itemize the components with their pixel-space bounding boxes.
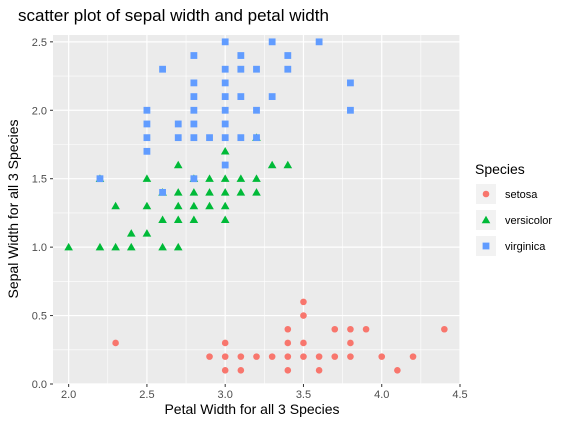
point-setosa bbox=[253, 353, 260, 360]
point-setosa bbox=[347, 326, 354, 333]
plot-panel bbox=[53, 35, 460, 384]
x-axis-ticks: 2.0 2.5 3.0 3.5 4.0 4.5 bbox=[61, 384, 468, 401]
y-tick-label: 0.5 bbox=[32, 311, 47, 323]
legend-label-virginica: virginica bbox=[505, 241, 546, 253]
point-virginica bbox=[269, 38, 276, 45]
point-setosa bbox=[269, 353, 276, 360]
point-virginica bbox=[222, 162, 229, 169]
point-virginica bbox=[175, 134, 182, 141]
point-virginica bbox=[347, 80, 354, 87]
point-virginica bbox=[316, 38, 323, 45]
point-virginica bbox=[190, 52, 197, 59]
point-setosa bbox=[222, 340, 229, 347]
y-axis-title: Sepal Width for all 3 Species bbox=[5, 120, 21, 299]
point-virginica bbox=[159, 66, 166, 73]
point-setosa bbox=[285, 367, 292, 374]
point-virginica bbox=[159, 189, 166, 196]
point-virginica bbox=[284, 52, 291, 59]
chart-title: scatter plot of sepal width and petal wi… bbox=[18, 6, 329, 25]
point-setosa bbox=[222, 353, 229, 360]
point-virginica bbox=[144, 148, 151, 155]
point-virginica bbox=[253, 66, 260, 73]
point-setosa bbox=[410, 353, 417, 360]
point-setosa bbox=[300, 340, 307, 347]
x-tick-label: 2.5 bbox=[139, 389, 154, 401]
point-virginica bbox=[144, 107, 151, 114]
y-axis-ticks: 0.0 0.5 1.0 1.5 2.0 2.5 bbox=[32, 37, 53, 391]
point-setosa bbox=[206, 353, 213, 360]
point-virginica bbox=[253, 134, 260, 141]
legend-marker-virginica bbox=[483, 243, 490, 250]
point-setosa bbox=[347, 340, 354, 347]
point-virginica bbox=[175, 121, 182, 128]
point-virginica bbox=[190, 93, 197, 100]
legend-items: setosa versicolor virginica bbox=[476, 184, 552, 256]
legend-label-setosa: setosa bbox=[505, 189, 538, 201]
point-setosa bbox=[222, 367, 229, 374]
point-virginica bbox=[190, 134, 197, 141]
y-tick-label: 1.5 bbox=[32, 174, 47, 186]
point-virginica bbox=[253, 107, 260, 114]
point-setosa bbox=[285, 353, 292, 360]
legend-title: Species bbox=[475, 161, 525, 177]
point-setosa bbox=[331, 326, 338, 333]
point-setosa bbox=[331, 353, 338, 360]
point-virginica bbox=[237, 134, 244, 141]
point-virginica bbox=[222, 38, 229, 45]
point-setosa bbox=[378, 353, 385, 360]
point-virginica bbox=[222, 134, 229, 141]
y-tick-label: 1.0 bbox=[32, 242, 47, 254]
point-virginica bbox=[97, 175, 104, 182]
point-setosa bbox=[347, 353, 354, 360]
legend: Species setosa versicolor virginica bbox=[475, 161, 552, 256]
point-virginica bbox=[222, 93, 229, 100]
point-virginica bbox=[222, 121, 229, 128]
x-tick-label: 4.0 bbox=[374, 389, 389, 401]
point-setosa bbox=[316, 367, 323, 374]
point-setosa bbox=[394, 367, 401, 374]
point-setosa bbox=[238, 353, 245, 360]
point-virginica bbox=[190, 80, 197, 87]
point-virginica bbox=[269, 93, 276, 100]
point-virginica bbox=[222, 80, 229, 87]
x-tick-label: 2.0 bbox=[61, 389, 76, 401]
point-virginica bbox=[206, 134, 213, 141]
point-virginica bbox=[237, 66, 244, 73]
legend-marker-setosa bbox=[483, 191, 490, 198]
point-setosa bbox=[112, 340, 119, 347]
point-virginica bbox=[347, 107, 354, 114]
y-tick-label: 0.0 bbox=[32, 379, 47, 391]
point-virginica bbox=[237, 52, 244, 59]
point-virginica bbox=[190, 121, 197, 128]
point-setosa bbox=[316, 353, 323, 360]
y-tick-label: 2.0 bbox=[32, 105, 47, 117]
point-virginica bbox=[190, 175, 197, 182]
x-tick-label: 3.0 bbox=[218, 389, 233, 401]
point-setosa bbox=[285, 326, 292, 333]
point-setosa bbox=[363, 326, 370, 333]
point-setosa bbox=[285, 340, 292, 347]
point-virginica bbox=[222, 66, 229, 73]
legend-label-versicolor: versicolor bbox=[505, 215, 552, 227]
point-setosa bbox=[300, 299, 307, 306]
point-setosa bbox=[238, 367, 245, 374]
point-setosa bbox=[300, 312, 307, 319]
point-setosa bbox=[441, 326, 448, 333]
point-virginica bbox=[284, 66, 291, 73]
x-axis-title: Petal Width for all 3 Species bbox=[164, 401, 339, 417]
point-virginica bbox=[222, 107, 229, 114]
x-tick-label: 3.5 bbox=[296, 389, 311, 401]
point-virginica bbox=[237, 93, 244, 100]
point-virginica bbox=[144, 134, 151, 141]
point-setosa bbox=[300, 353, 307, 360]
x-tick-label: 4.5 bbox=[452, 389, 467, 401]
y-tick-label: 2.5 bbox=[32, 37, 47, 49]
point-virginica bbox=[190, 107, 197, 114]
point-virginica bbox=[144, 121, 151, 128]
